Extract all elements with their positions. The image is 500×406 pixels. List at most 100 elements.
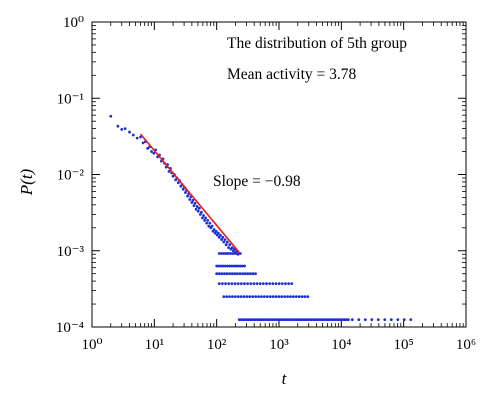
data-point (205, 221, 209, 225)
data-point (241, 272, 244, 276)
data-point (234, 264, 238, 268)
data-point (135, 136, 139, 140)
data-point (248, 272, 252, 276)
data-point (242, 295, 246, 299)
data-point (210, 224, 214, 228)
data-point (152, 151, 156, 155)
data-point (228, 295, 231, 299)
data-point (249, 282, 253, 286)
data-point (248, 295, 252, 299)
data-point (109, 114, 113, 118)
data-point (238, 272, 242, 276)
data-point (186, 194, 190, 198)
data-point (220, 272, 224, 276)
fit-line (139, 133, 240, 253)
data-point (239, 295, 243, 299)
data-point (237, 252, 240, 255)
x-tick-label: 10² (207, 337, 227, 353)
data-point (220, 238, 224, 242)
data-point (294, 295, 298, 299)
data-point (232, 264, 236, 268)
data-point (287, 282, 290, 286)
data-point (228, 264, 231, 268)
data-point (227, 282, 231, 286)
data-point (239, 282, 243, 286)
data-point (217, 272, 221, 276)
y-tick-label: 10⁰ (63, 15, 84, 31)
data-point (120, 128, 124, 131)
data-point (297, 295, 301, 299)
data-point (357, 318, 361, 322)
data-point (236, 264, 240, 268)
data-point (238, 252, 242, 255)
data-point (219, 264, 223, 268)
fit-line-segment (139, 133, 240, 253)
data-point (268, 282, 272, 286)
data-point (233, 272, 237, 276)
x-tick-label: 10⁰ (81, 337, 102, 353)
data-point (183, 191, 187, 194)
data-point (233, 295, 237, 299)
data-point (303, 295, 307, 299)
data-point (402, 318, 406, 322)
data-point (206, 219, 210, 222)
data-point (277, 295, 281, 299)
data-point (221, 264, 225, 268)
data-point (220, 282, 224, 286)
data-point (268, 295, 272, 299)
data-point (225, 295, 229, 299)
data-point (246, 282, 250, 286)
x-tick-label: 10¹ (145, 337, 165, 353)
data-point (251, 295, 255, 299)
data-point (271, 295, 275, 299)
data-point (254, 295, 258, 299)
tick-labels: 10⁰ 10¹ 10² 10³ 10⁴ 10⁵ 10⁶ 10⁻⁴ 10⁻³ 10⁻² 10⁻¹ 10⁰ (56, 15, 476, 353)
x-tick-label: 10⁴ (331, 337, 351, 353)
annotation-group: The distribution of 5th group (227, 35, 407, 52)
data-point (306, 295, 310, 299)
data-point (265, 282, 268, 286)
data-point (376, 318, 380, 322)
data-point (222, 295, 226, 299)
data-point (283, 295, 287, 299)
data-point (223, 272, 226, 276)
data-point (224, 243, 228, 247)
data-point (228, 243, 232, 247)
data-point (150, 150, 153, 153)
data-point (225, 252, 229, 255)
data-point (227, 252, 231, 255)
data-point (289, 295, 292, 299)
data-point (243, 264, 246, 268)
data-point (389, 318, 393, 322)
data-point (217, 264, 221, 268)
x-tick-label: 10³ (269, 337, 289, 353)
data-point (224, 282, 227, 286)
y-tick-label: 10⁻³ (57, 244, 85, 260)
data-point (208, 221, 212, 225)
data-point (261, 282, 265, 286)
data-point (229, 252, 233, 255)
data-point (191, 198, 195, 202)
data-point (233, 282, 237, 286)
data-point (262, 295, 266, 299)
data-point (197, 206, 201, 210)
data-point (217, 252, 221, 255)
data-point (207, 224, 211, 228)
annotation-slope: Slope = −0.98 (213, 173, 301, 190)
data-point (254, 272, 257, 276)
data-point (245, 295, 249, 299)
y-tick-label: 10⁻¹ (57, 91, 84, 107)
data-point (212, 228, 216, 231)
data-point (201, 216, 204, 220)
data-point (227, 246, 230, 249)
data-point (116, 124, 120, 128)
data-point (230, 246, 234, 249)
x-tick-label: 10⁶ (456, 337, 476, 353)
data-points (109, 114, 413, 322)
data-point (300, 295, 304, 299)
data-point (231, 252, 235, 255)
data-point (215, 272, 219, 276)
data-point (202, 214, 205, 217)
x-axis-label: t (282, 369, 288, 388)
